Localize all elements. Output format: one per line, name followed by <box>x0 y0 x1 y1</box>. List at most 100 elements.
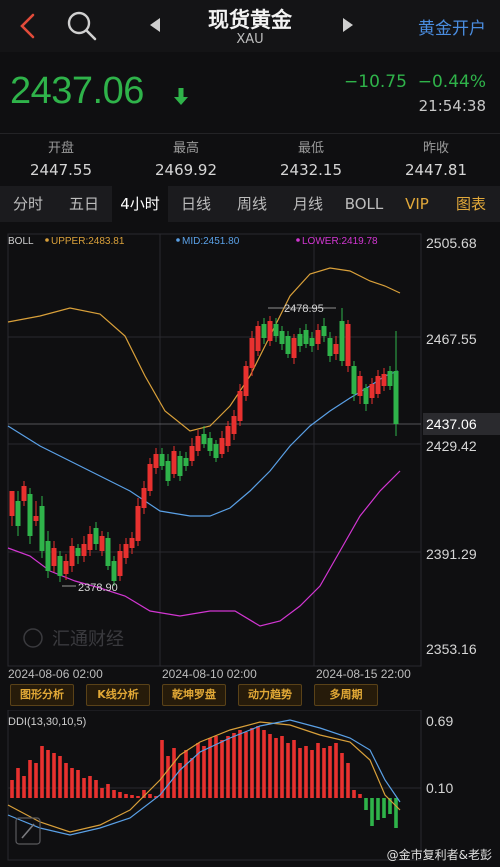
ddi-bar <box>388 798 392 814</box>
ddi-bar <box>280 736 284 798</box>
ddi-signal-line <box>7 721 401 833</box>
current-price-tag <box>423 413 500 435</box>
ddi-bar <box>136 796 140 798</box>
current-price: 2437.06 <box>10 70 144 112</box>
search-icon[interactable] <box>66 10 98 42</box>
period-tabs: 分时 五日 4小时 日线 周线 月线 BOLL VIP 图表 <box>0 186 500 222</box>
price-tick: 2505.68 <box>426 235 477 251</box>
ddi-bar <box>328 746 332 798</box>
ddi-bar <box>130 795 134 798</box>
candle-body <box>207 438 213 451</box>
mid-label: MID:2451.80 <box>182 236 240 247</box>
candle-body <box>21 486 27 501</box>
ddi-bar <box>274 738 278 798</box>
top-bar: 现货黄金 XAU 黄金开户 <box>0 0 500 52</box>
ddi-bar <box>70 768 74 798</box>
ddi-bar <box>118 792 122 798</box>
tab-intraday[interactable]: 分时 <box>12 195 43 213</box>
tab-five-day[interactable]: 五日 <box>68 195 99 213</box>
candle-body <box>249 338 255 368</box>
candle-body <box>51 548 57 566</box>
tab-boll[interactable]: BOLL <box>344 195 384 213</box>
candle-body <box>189 446 195 461</box>
change-value: −10.75 <box>344 72 407 92</box>
prev-symbol-icon[interactable] <box>150 18 160 32</box>
pattern-analysis-button[interactable]: 图形分析 <box>10 684 74 706</box>
lower-band-line <box>7 470 401 627</box>
date-label: 2024-08-10 02:00 <box>162 667 257 681</box>
ddi-bar <box>64 763 68 798</box>
candle-body <box>87 534 93 550</box>
ddi-bar <box>208 738 212 798</box>
candle-body <box>69 546 75 566</box>
candle-body <box>183 458 189 466</box>
upper-label: UPPER:2483.81 <box>51 236 125 247</box>
upper-band-line <box>7 267 401 432</box>
candlestick-chart[interactable]: BOLL UPPER:2483.81 MID:2451.80 LOWER:241… <box>0 226 500 684</box>
candle-body <box>261 324 267 338</box>
candle-body <box>327 338 333 356</box>
multi-period-button[interactable]: 多周期 <box>314 684 378 706</box>
ddi-indicator-chart[interactable]: DDI(13,30,10,5) 0.69 0.10 <box>0 710 500 865</box>
candle-body <box>243 366 249 396</box>
back-arrow-icon[interactable] <box>14 12 42 40</box>
candle-body <box>129 538 135 548</box>
mid-dot-icon <box>176 238 180 242</box>
ddi-bar <box>304 746 308 798</box>
tab-daily[interactable]: 日线 <box>180 195 211 213</box>
ddi-bar <box>394 798 398 828</box>
ddi-bar <box>268 734 272 798</box>
momentum-trend-button[interactable]: 动力趋势 <box>238 684 302 706</box>
candle-body <box>345 324 351 366</box>
price-tick: 2391.29 <box>426 546 477 562</box>
tab-weekly[interactable]: 周线 <box>236 195 267 213</box>
ddi-bar <box>244 732 248 798</box>
ddi-bar <box>28 760 32 798</box>
ddi-bar <box>112 790 116 798</box>
ddi-bar <box>88 776 92 798</box>
ddi-bar <box>40 746 44 798</box>
candle-body <box>315 330 321 344</box>
open-account-link[interactable]: 黄金开户 <box>418 19 486 39</box>
tab-chart[interactable]: 图表 <box>455 195 486 213</box>
ddi-bar <box>310 750 314 798</box>
candle-body <box>27 494 33 536</box>
watermark: 汇通财经 <box>52 629 124 649</box>
kline-analysis-button[interactable]: K线分析 <box>86 684 150 706</box>
pencil-tool-icon[interactable] <box>15 817 41 845</box>
candle-body <box>357 376 363 396</box>
stat-label: 最高 <box>172 141 199 156</box>
candle-body <box>351 366 357 394</box>
candle-body <box>147 464 153 491</box>
ddi-bar <box>382 798 386 818</box>
candle-body <box>93 528 99 544</box>
candle-body <box>141 488 147 508</box>
upper-dot-icon <box>45 238 49 242</box>
ddi-bar <box>58 756 62 798</box>
price-tick: 2353.16 <box>426 641 477 657</box>
tab-vip[interactable]: VIP <box>405 195 429 213</box>
ddi-bar <box>298 748 302 798</box>
high-annotation: 2478.95 <box>284 303 324 315</box>
candle-body <box>303 330 309 344</box>
ddi-bar <box>358 794 362 798</box>
ddi-bar <box>124 794 128 798</box>
stat-label: 昨收 <box>422 141 449 156</box>
stat-value: 2432.15 <box>279 161 343 179</box>
ddi-bar <box>352 790 356 798</box>
compass-button[interactable]: 乾坤罗盘 <box>162 684 226 706</box>
ddi-bar <box>292 740 296 798</box>
analysis-tool-buttons: 图形分析 K线分析 乾坤罗盘 动力趋势 多周期 <box>0 684 500 706</box>
candle-body <box>255 326 261 351</box>
stat-label: 开盘 <box>47 141 74 156</box>
candle-body <box>111 561 117 581</box>
ddi-bar <box>322 748 326 798</box>
price-tick: 2467.55 <box>426 331 477 347</box>
tab-4-hour[interactable]: 4小时 <box>112 186 168 222</box>
candle-body <box>195 436 201 451</box>
candle-body <box>201 434 207 444</box>
ddi-bar <box>376 798 380 820</box>
tab-monthly[interactable]: 月线 <box>292 195 323 213</box>
stat-low: 最低 2432.15 <box>256 137 366 179</box>
next-symbol-icon[interactable] <box>343 18 353 32</box>
